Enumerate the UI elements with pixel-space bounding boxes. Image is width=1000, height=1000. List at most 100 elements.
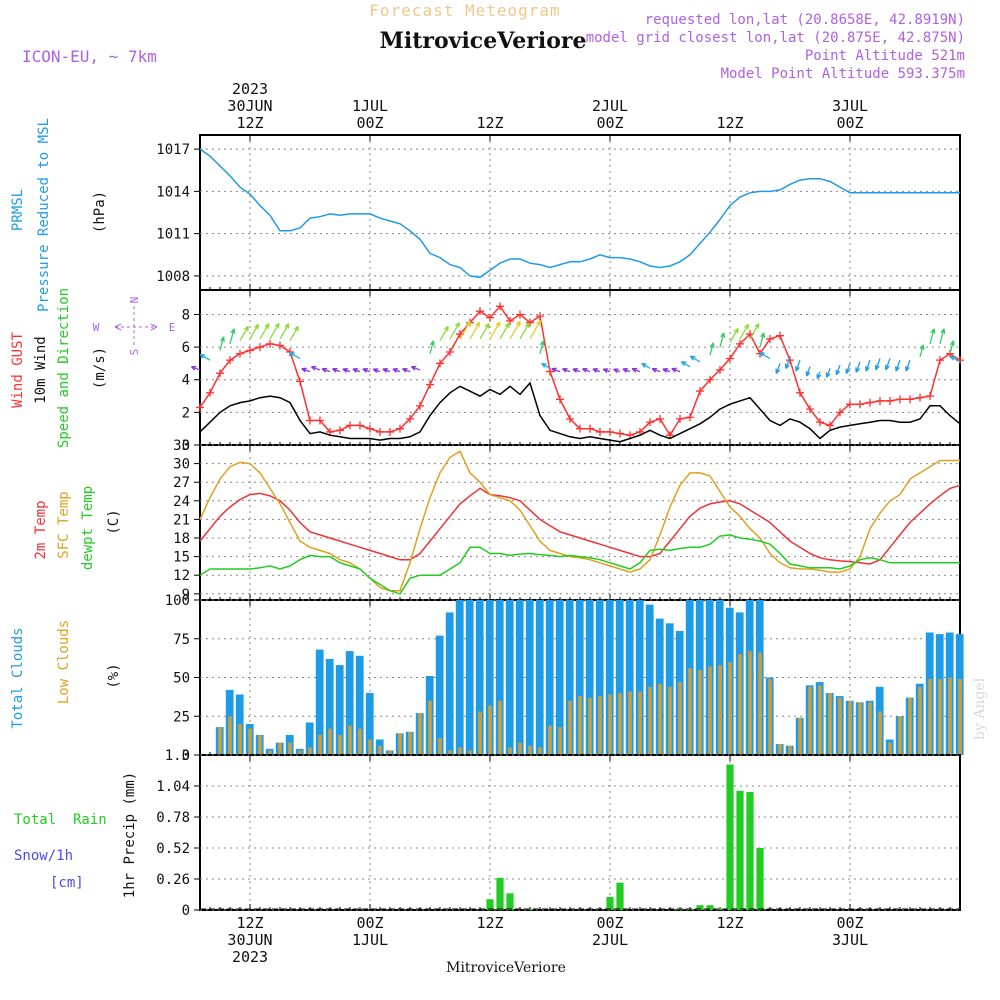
gust-marker (616, 429, 624, 438)
low-cloud-bar (658, 683, 662, 755)
wind-direction-arrow (199, 353, 211, 361)
wind-direction-arrow (845, 363, 851, 375)
total-cloud-bar (355, 655, 364, 755)
rain-bar (696, 905, 704, 910)
low-cloud-bar (738, 654, 742, 756)
precip-ytick-label: 0 (182, 903, 190, 919)
precip-labels: Total Rain Snow/1h [cm] 1hr Precip (mm) (14, 772, 138, 898)
low-cloud-bar (828, 693, 832, 755)
wind-direction-arrow (572, 368, 581, 373)
wind-ytick-label: 6 (182, 340, 190, 356)
wind-direction-arrow (519, 322, 530, 340)
wind-direction-arrow (749, 323, 760, 340)
gust-marker (196, 403, 204, 412)
wind-direction-arrow (249, 323, 260, 340)
precip-unit: 1hr Precip (mm) (122, 772, 138, 898)
gust-marker (506, 317, 514, 325)
low-cloud-bar (268, 750, 272, 755)
precip-ytick-label: 1.3 (165, 748, 190, 764)
10m-wind-line (199, 381, 961, 443)
gust-marker (306, 416, 314, 425)
wind-ytick-label: 0 (182, 438, 190, 454)
rain-bar (606, 896, 614, 910)
wind-direction-arrow (289, 351, 301, 360)
total-cloud-bar (325, 658, 334, 755)
wind-direction-arrow (835, 364, 841, 376)
top-time-label: 1JUL (352, 97, 388, 115)
dewpt-label: dewpt Temp (80, 486, 96, 570)
wind-direction-arrow (671, 367, 681, 373)
low-cloud-bar (528, 745, 532, 755)
wind-direction-arrow (582, 367, 591, 373)
wind-direction-arrow (905, 359, 911, 372)
low-cloud-bar (858, 702, 862, 755)
gust-marker (516, 310, 524, 319)
top-time-label: 00Z (836, 114, 863, 132)
precip-ytick-label: 0.52 (156, 841, 190, 857)
clouds-ytick-label: 25 (173, 709, 190, 725)
low-cloud-bar (678, 682, 682, 755)
gust-marker (876, 396, 884, 405)
wind-direction-arrow (449, 322, 461, 340)
closest-coords: model grid closest lon,lat (20.875E, 42.… (586, 30, 965, 46)
gust-marker (446, 348, 454, 356)
gust-marker (386, 427, 394, 436)
gust-marker (836, 408, 844, 417)
footer-label: MitroviceVeriore (446, 960, 566, 976)
wind-direction-arrow (613, 368, 621, 374)
wind-direction-arrow (592, 368, 601, 373)
total-cloud-bar (515, 600, 524, 755)
wind-direction-arrow (551, 367, 561, 373)
temp-ytick-label: 21 (173, 512, 190, 528)
total-cloud-bar (305, 722, 314, 755)
low-cloud-bar (578, 696, 582, 755)
snow-label: Snow/1h (14, 848, 73, 864)
low-cloud-bar (368, 739, 372, 755)
low-cloud-bar (238, 724, 242, 755)
pressure-label-2: Pressure Reduced to MSL (36, 118, 52, 312)
low-cloud-bar (468, 750, 472, 755)
low-cloud-bar (588, 697, 592, 755)
bottom-time-label: 30JUN (227, 931, 272, 949)
rain-bar (706, 905, 714, 910)
gust-marker (436, 359, 444, 368)
temp-ytick-label: 12 (173, 568, 190, 584)
gust-marker (946, 349, 954, 358)
low-cloud-bar (848, 700, 852, 756)
wind-direction-arrow (680, 361, 691, 368)
gust-marker (376, 427, 384, 436)
total-cloud-bar (625, 600, 634, 755)
wind-direction-arrow (562, 367, 571, 373)
bottom-time-label: 1JUL (352, 931, 388, 949)
total-cloud-bar (335, 665, 344, 755)
total-clouds-label: Total Clouds (10, 627, 26, 728)
pressure-ytick-label: 1011 (156, 227, 190, 243)
wind-direction-arrow (719, 332, 726, 348)
wind-direction-arrow (622, 368, 631, 373)
plot-area: 1008101110141017024689121518212427303302… (156, 80, 964, 966)
low-cloud-bar (338, 734, 342, 755)
gust-marker (936, 356, 944, 365)
gust-marker (676, 414, 684, 423)
compass-w: W (93, 321, 100, 334)
total-cloud-bar (605, 600, 614, 755)
top-time-label: 3JUL (832, 97, 868, 115)
gust-marker (416, 401, 424, 410)
gust-marker (596, 427, 604, 436)
low-cloud-bar (698, 669, 702, 756)
low-cloud-bar (548, 725, 552, 755)
low-cloud-bar (908, 697, 912, 755)
wind-direction-arrow (372, 368, 381, 373)
model-altitude: Model Point Altitude 593.375m (721, 66, 965, 82)
compass-n: N (128, 297, 141, 304)
wind-ytick-label: 4 (182, 373, 190, 389)
wind-direction-arrow (219, 336, 225, 351)
low-cloud-bar (458, 747, 462, 756)
gust-marker (356, 421, 364, 430)
low-cloud-bar (788, 745, 792, 755)
gust-marker (726, 354, 734, 363)
point-altitude: Point Altitude 521m (805, 48, 965, 64)
gust-marker (496, 302, 504, 311)
precip-panel: 0 0.26 0.52 0.78 1.04 1.3 (156, 748, 961, 919)
low-cloud-bar (708, 666, 712, 755)
